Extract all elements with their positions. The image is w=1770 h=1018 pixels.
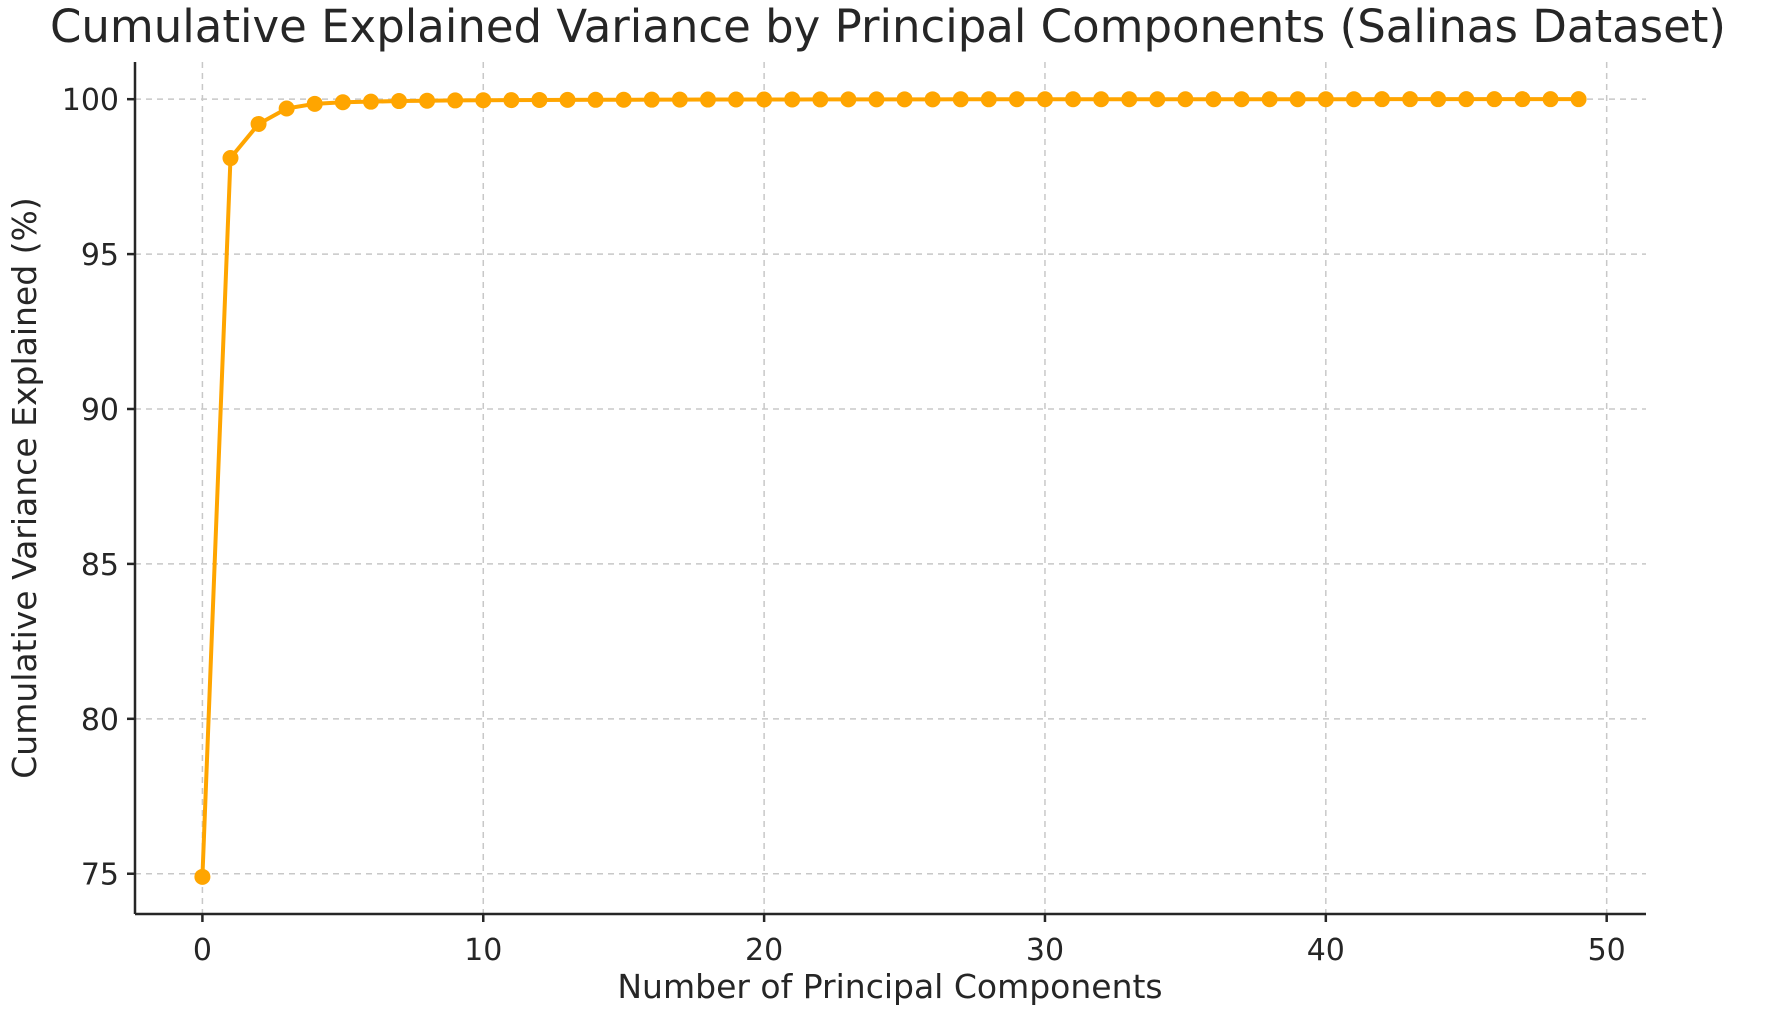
data-point [1402, 91, 1419, 108]
data-point [1093, 91, 1110, 108]
data-point [334, 94, 351, 111]
chart-title: Cumulative Explained Variance by Princip… [50, 0, 1726, 53]
data-point [699, 91, 716, 108]
data-point [1121, 91, 1138, 108]
data-point [1486, 91, 1503, 108]
data-point [531, 91, 548, 108]
data-point [1317, 91, 1334, 108]
data-point [559, 91, 576, 108]
data-point [419, 92, 436, 109]
data-point [306, 95, 323, 112]
y-axis-label: Cumulative Variance Explained (%) [5, 197, 44, 779]
data-point [1458, 91, 1475, 108]
data-point [1177, 91, 1194, 108]
data-point [1261, 91, 1278, 108]
data-point [615, 91, 632, 108]
data-point [362, 93, 379, 110]
data-point [222, 150, 239, 167]
axis-ticks: 0 10 20 30 40 50 75 80 85 90 95 100 [62, 83, 1626, 968]
axes [133, 62, 1646, 916]
data-point [475, 92, 492, 109]
data-point [1036, 91, 1053, 108]
data-point [1205, 91, 1222, 108]
data-point [1008, 91, 1025, 108]
data-point [1430, 91, 1447, 108]
data-point [1542, 91, 1559, 108]
data-point [1289, 91, 1306, 108]
x-tick-label: 50 [1588, 933, 1626, 968]
x-axis-label: Number of Principal Components [617, 967, 1162, 1006]
data-point [756, 91, 773, 108]
data-point [868, 91, 885, 108]
data-point [194, 868, 211, 885]
y-tick-label: 75 [81, 858, 119, 893]
grid-lines [135, 62, 1646, 914]
data-point [952, 91, 969, 108]
y-tick-label: 100 [62, 83, 119, 118]
data-point [278, 100, 295, 117]
data-point [1233, 91, 1250, 108]
data-point [447, 92, 464, 109]
x-tick-label: 30 [1026, 933, 1064, 968]
data-point [391, 93, 408, 110]
data-point [643, 91, 660, 108]
data-point [1149, 91, 1166, 108]
y-tick-label: 95 [81, 238, 119, 273]
data-point [250, 115, 267, 132]
x-tick-label: 20 [745, 933, 783, 968]
data-point [896, 91, 913, 108]
data-point [840, 91, 857, 108]
data-point [587, 91, 604, 108]
data-point [503, 92, 520, 109]
data-point [1570, 91, 1587, 108]
y-tick-label: 80 [81, 703, 119, 738]
x-tick-label: 40 [1307, 933, 1345, 968]
data-series [194, 91, 1587, 885]
x-tick-label: 0 [193, 933, 212, 968]
data-point [1514, 91, 1531, 108]
x-tick-label: 10 [464, 933, 502, 968]
data-point [1373, 91, 1390, 108]
data-point [1345, 91, 1362, 108]
data-point [980, 91, 997, 108]
data-point [812, 91, 829, 108]
data-point [1065, 91, 1082, 108]
y-tick-label: 85 [81, 548, 119, 583]
data-point [728, 91, 745, 108]
series-line [200, 97, 1581, 879]
y-tick-label: 90 [81, 393, 119, 428]
data-point [784, 91, 801, 108]
data-point [924, 91, 941, 108]
data-point [671, 91, 688, 108]
